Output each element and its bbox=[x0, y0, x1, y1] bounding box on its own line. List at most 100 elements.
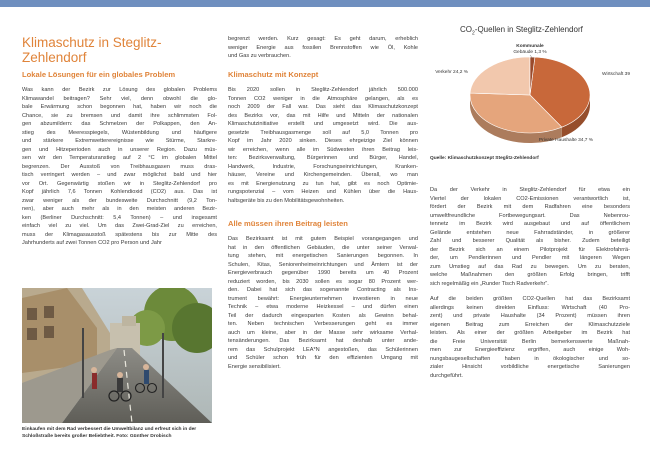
verkehr-paragraph-line: Zahl und besserer Qualität als bisher. Z… bbox=[430, 238, 630, 244]
beitrag-paragraph-line: Energie sensibilisiert. bbox=[228, 363, 281, 370]
intro-paragraph-line: stieg des Meeresspiegels, Wüstenbildung … bbox=[22, 129, 217, 136]
photo-caption-line-2: Schloßstraße bereits großer Beliebtheit.… bbox=[22, 434, 172, 439]
konzept-paragraph-line: haltsgeräte bis zu den Mobilitätsgewohnh… bbox=[228, 197, 345, 204]
heading-beitrag-leisten: Alle müssen ihren Beitrag leisten bbox=[228, 219, 348, 228]
intro-paragraph-line: tisch verringert werden – und zwar mögli… bbox=[22, 172, 217, 178]
beitrag-paragraph-line: rem das Schulprojekt LEA*N angestoßen, d… bbox=[228, 346, 418, 353]
beitrag-paragraph-line: Technik – etwa moderne Heizkessel – und … bbox=[228, 304, 418, 310]
beitrag-paragraph-line: ten. Neben technischen Verbesserungen ge… bbox=[228, 321, 418, 327]
quellen-paragraph-line: eigenen Beitrag zum Erreichen der Klimas… bbox=[430, 321, 630, 328]
konzept-paragraph-line: Bis 2020 sollen in Steglitz-Zehlendorf j… bbox=[228, 87, 418, 93]
verkehr-paragraph-line: Da der Verkehr in Steglitz-Zehlendorf fü… bbox=[430, 187, 630, 193]
intro-paragraph-line: ken (Berliner Durchschnitt: 5,4 Tonnen) … bbox=[22, 214, 217, 221]
quellen-paragraph: Auf die beiden größten CO2-Quellen hat d… bbox=[430, 295, 630, 380]
page-title-line-1: Klimaschutz in Steglitz- bbox=[22, 35, 162, 50]
top-accent-bar bbox=[0, 0, 650, 7]
quellen-paragraph-line: durchgeführt. bbox=[430, 372, 463, 379]
quellen-paragraph-line: leisten. Als einer der größten Arbeitgeb… bbox=[430, 330, 630, 336]
verkehr-paragraph-line: der, um Pendlerinnen und Pendler mit län… bbox=[430, 255, 630, 261]
verkehr-paragraph-line: der Bezirk sich an einem Pilotprojekt fü… bbox=[430, 246, 630, 253]
verkehr-paragraph-line: Viertel der lokalen CO2-Emissionen veran… bbox=[430, 195, 630, 202]
quellen-paragraph-line: nungsbaugesellschaften haben in ökologis… bbox=[430, 355, 630, 362]
verkehr-paragraph-line: umweltfreundliche Fortbewegungsart. Das … bbox=[430, 212, 630, 219]
beitrag-paragraph: Das Bezirksamt ist mit gutem Beispiel vo… bbox=[228, 235, 418, 371]
quellen-paragraph-line: allerdings keinen direkten Einfluss: Wir… bbox=[430, 304, 630, 311]
intro-paragraph-line: Was kann der Bezirk zur Lösung des globa… bbox=[22, 87, 217, 93]
konzept-paragraph: Bis 2020 sollen in Steglitz-Zehlendorf j… bbox=[228, 86, 418, 205]
page-title: Klimaschutz in Steglitz- Zehlendorf bbox=[22, 35, 217, 65]
konzept-paragraph-line: Handwerk, Industrie, Forschungseinrichtu… bbox=[228, 163, 418, 170]
intro-paragraph-line: Klimawandel beitragen? Sehr viel, denn o… bbox=[22, 95, 217, 102]
beitrag-paragraph-line: trument bewährt: Energieunternehmen inve… bbox=[228, 295, 418, 302]
intro-paragraph-line: sen wir den Temperaturanstieg auf 2 °C i… bbox=[22, 155, 217, 161]
verkehr-paragraph-line: tennetz im Bezirk wird ausgebaut und auf… bbox=[430, 221, 630, 227]
beitrag-paragraph-line: und Schüler schon früh für den effizient… bbox=[228, 355, 418, 361]
pie-label-private-haushalte: Private Haushalte 34,7 % bbox=[539, 137, 594, 143]
beitrag-paragraph-line: Teil der dadurch eingesparten Kosten als… bbox=[228, 312, 418, 319]
pie-label-kommunale-gebaeude-line-2: Gebäude 1,3 % bbox=[513, 49, 547, 55]
chart-area: CO2-Quellen in Steglitz-Zehlendorf Wirts… bbox=[430, 25, 630, 165]
pie-leader-kommunale-gebaeude bbox=[529, 54, 534, 60]
intro-paragraph-line: Kopf jährlich 7,6 Tonnen Kohlendioxid (C… bbox=[22, 189, 217, 195]
continued-paragraph-line: begrenzt werden. Kurz gesagt: Es geht da… bbox=[228, 36, 418, 42]
intro-paragraph-line: vor Ort. Gegenwärtig stoßen wir in Stegl… bbox=[22, 180, 217, 187]
pie-slice-kommunale-gebäude bbox=[529, 56, 536, 96]
konzept-paragraph-line: noch 2009 der Fall war. Das sieht das Kl… bbox=[228, 104, 418, 110]
photo-caption: Einkaufen mit dem Rad verbessert die Umw… bbox=[22, 426, 222, 440]
intro-paragraph-line: zwar weniger als der bundesweite Durchsc… bbox=[22, 197, 217, 204]
pie-label-wirtschaft: Wirtschaft 39,8 % bbox=[602, 71, 630, 77]
intro-paragraph-line: und stärkere Extremwetterereignisse wie … bbox=[22, 138, 217, 144]
verkehr-paragraph-line: welche Maßnahmen den größten Erfolg brin… bbox=[430, 272, 630, 278]
konzept-paragraph-line: gesetzte Treibhausgasmenge soll auf 5,0 … bbox=[228, 129, 418, 136]
continued-paragraph: begrenzt werden. Kurz gesagt: Es geht da… bbox=[228, 35, 418, 61]
beitrag-paragraph-line: reduziert worden, bis 2030 sollen es sog… bbox=[228, 278, 418, 285]
verkehr-paragraph-line: zum Umstieg auf das Rad zu bewegen. Um z… bbox=[430, 263, 630, 270]
intro-paragraph-line: gen und Hitzeperioden auch in unserer Re… bbox=[22, 146, 217, 153]
continued-paragraph-line: weniger Energie aus fossilen Brennstoffe… bbox=[228, 44, 418, 51]
intro-paragraph-line: Jahrhunderts auf zwei Tonnen CO2 pro Per… bbox=[22, 240, 162, 246]
pie-side-private-haushalte bbox=[470, 95, 562, 143]
konzept-paragraph-line: rungspotenzial – vom Heizen und Kühlen ü… bbox=[228, 189, 418, 195]
beitrag-paragraph-line: Schulen, Kitas, Seniorenheimeinrichtunge… bbox=[228, 261, 418, 268]
page-subtitle: Lokale Lösungen für ein globales Problem bbox=[22, 70, 176, 79]
pie-slice-private-haushalte bbox=[469, 92, 563, 134]
verkehr-paragraph: Da der Verkehr in Steglitz-Zehlendorf fü… bbox=[430, 186, 630, 288]
intro-paragraph-line: bale Erwärmung schon begonnen hat, haben… bbox=[22, 104, 217, 110]
konzept-paragraph-line: Tonnen CO2 weniger in die Atmosphäre gel… bbox=[228, 95, 418, 102]
verkehr-paragraph-line: fördert der Bezirk mit dem Radfahren ein… bbox=[430, 204, 630, 210]
intro-paragraph-line: einfach viel zu viel. Um das Zwei-Grad-Z… bbox=[22, 223, 217, 229]
beitrag-paragraph-line: tung stehen, mit energetischen Sanierung… bbox=[228, 253, 418, 259]
konzept-paragraph-line: Kopf im Jahr 2020 sinken. Dieses ehrgeiz… bbox=[228, 138, 418, 144]
intro-paragraph-line: muss der Klimagasausstoß spätestens bis … bbox=[22, 231, 217, 238]
konzept-paragraph-line: es mit Energienutzung zu tun hat, gibt e… bbox=[228, 180, 418, 187]
quellen-paragraph-line: Auf die beiden größten CO2-Quellen hat d… bbox=[430, 296, 630, 302]
quellen-paragraph-line: zialer Hinsicht vorbildliche energetisch… bbox=[430, 364, 630, 370]
konzept-paragraph-line: Klimaschutzinitiative erstellt und umges… bbox=[228, 121, 418, 127]
intro-paragraph-line: nen), aber auch mehr als in den meisten … bbox=[22, 206, 217, 212]
quellen-paragraph-line: zent) und private Haushalte (34 Prozent)… bbox=[430, 313, 630, 319]
chart-source: Quelle: Klimaschutzkonzept Steglitz-Zehl… bbox=[430, 156, 539, 161]
pie-chart: Wirtschaft 39,8 % Private Haushalte 34,7 … bbox=[435, 43, 630, 143]
intro-paragraph-line: gen abzumildern: das Schmelzen der Polka… bbox=[22, 121, 217, 127]
verkehr-paragraph-line: Gelände entstehen neue Fahrradständer, i… bbox=[430, 229, 630, 236]
pie-slice-verkehr bbox=[469, 56, 531, 96]
konzept-paragraph-line: wir erreichen, wenn alle im Südwesten ih… bbox=[228, 146, 418, 153]
konzept-paragraph-line: ten: Bezirksverwaltung, Bürgerinnen und … bbox=[228, 155, 418, 161]
beitrag-paragraph-line: hat in den öffentlichen Gebäuden, die un… bbox=[228, 244, 418, 251]
pie-side-wirtschaft bbox=[561, 95, 590, 138]
beitrag-paragraph-line: den. Dabei hat sich das sogenannte Contr… bbox=[228, 287, 418, 293]
beitrag-paragraph-line: Das Bezirksamt ist mit gutem Beispiel vo… bbox=[228, 236, 418, 242]
chart-title: CO2-Quellen in Steglitz-Zehlendorf bbox=[460, 25, 583, 37]
quellen-paragraph-line: men zur Energieeffizienz ergriffen, auch… bbox=[430, 347, 630, 353]
street-photo bbox=[22, 288, 212, 423]
pie-label-verkehr: Verkehr 24,2 % bbox=[435, 69, 469, 75]
intro-paragraph-line: begrenzen. Der Ausstoß von Treibhausgase… bbox=[22, 163, 217, 170]
konzept-paragraph-line: häuser, Vereine und Kirchengemeinden. Üb… bbox=[228, 172, 418, 178]
intro-paragraph-line: Chance, sie zu bremsen und damit ihre sc… bbox=[22, 112, 217, 119]
pie-label-kommunale-gebaeude-line-1: Kommunale bbox=[516, 43, 544, 49]
pie-slice-wirtschaft bbox=[529, 56, 591, 128]
heading-klimaschutz-konzept: Klimaschutz mit Konzept bbox=[228, 70, 319, 79]
intro-paragraph: Was kann der Bezirk zur Lösung des globa… bbox=[22, 86, 217, 248]
konzept-paragraph-line: des Bezirks vor, das mit Hilfe und Mitte… bbox=[228, 112, 418, 119]
beitrag-paragraph-line: tensänderungen. Das Bezirksamt hat desha… bbox=[228, 338, 418, 344]
